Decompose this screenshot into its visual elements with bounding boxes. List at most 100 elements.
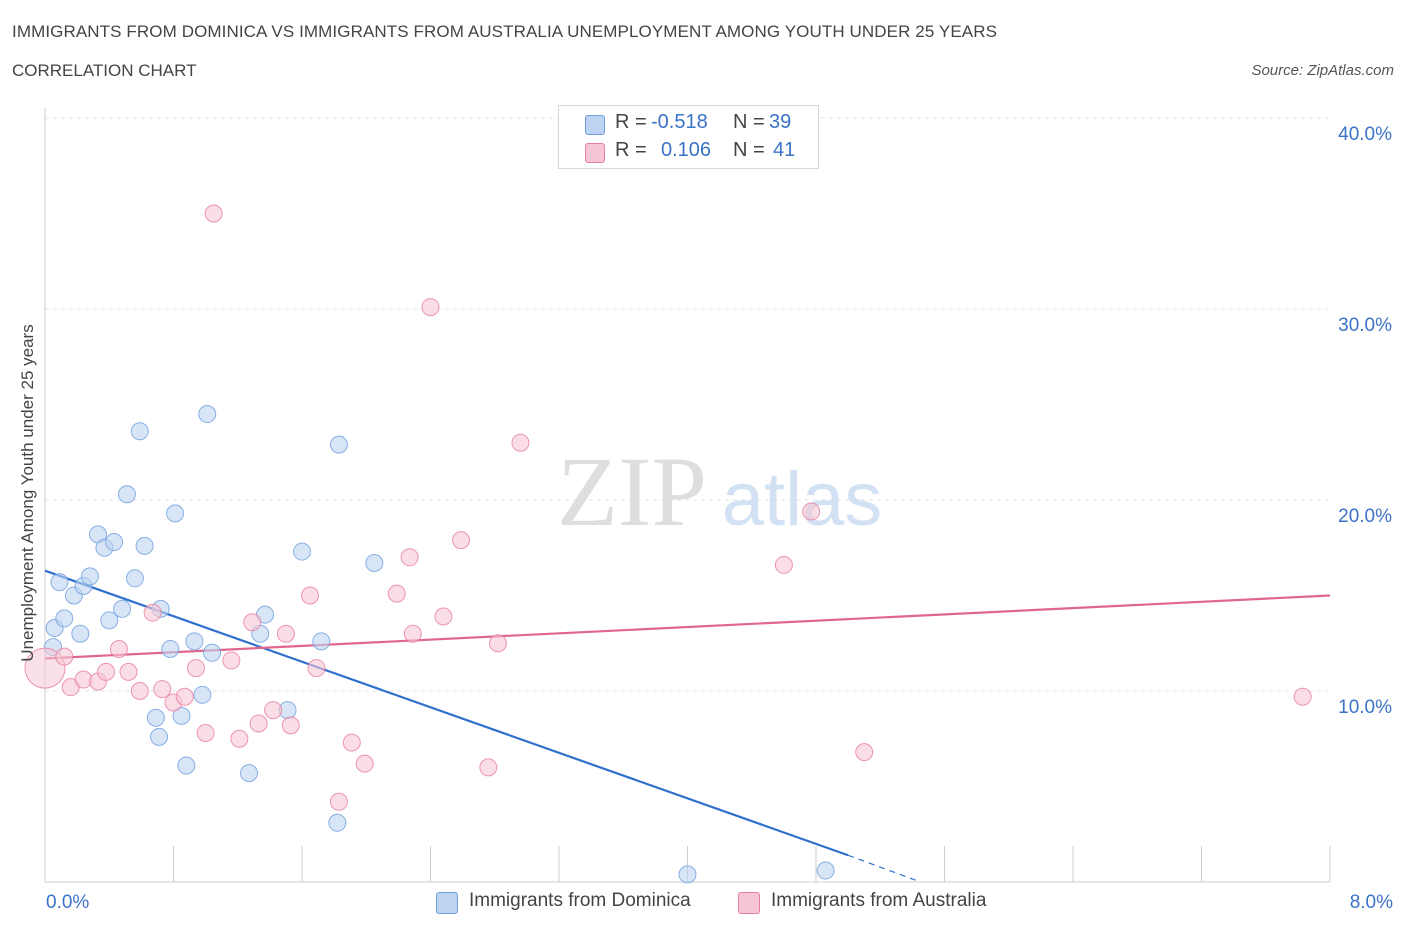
legend-n-value: 41 [773, 139, 796, 161]
point-dominica [55, 609, 74, 628]
point-dominica [161, 639, 180, 658]
point-australia [109, 639, 128, 658]
legend-swatch-australia [585, 143, 605, 163]
correlation-legend: R = -0.518 N = 39 R = 0.106 N = 41 [558, 105, 819, 169]
point-dominica [678, 865, 697, 884]
legend-n-label: N = [733, 139, 765, 161]
watermark: ZIP atlas [557, 436, 882, 547]
point-dominica [293, 542, 311, 561]
point-dominica [312, 632, 331, 651]
point-australia [452, 531, 471, 550]
bottom-legend-label-australia: Immigrants from Australia [771, 890, 987, 911]
point-australia [802, 502, 821, 521]
point-dominica [816, 861, 835, 880]
point-australia [143, 603, 162, 622]
point-dominica [177, 756, 196, 775]
y-axis-label: Unemployment Among Youth under 25 years [18, 324, 37, 662]
point-australia [243, 613, 262, 632]
chart-title: IMMIGRANTS FROM DOMINICA VS IMMIGRANTS F… [12, 22, 998, 41]
point-australia [196, 724, 215, 743]
point-australia [281, 716, 300, 735]
trend-line-dominica-extension [847, 854, 921, 883]
legend-r-label: R = [615, 139, 647, 161]
point-dominica [172, 706, 191, 725]
legend-n-label: N = [733, 111, 765, 133]
point-dominica [125, 569, 144, 588]
point-dominica [71, 624, 90, 643]
point-dominica [146, 708, 165, 727]
y-tick-label: 40.0% [1338, 124, 1392, 145]
point-australia [355, 754, 374, 773]
legend-r-value: -0.518 [651, 111, 708, 133]
point-dominica [198, 405, 217, 424]
point-dominica [130, 422, 149, 441]
x-tick-label: 8.0% [1350, 892, 1393, 913]
point-australia [55, 647, 74, 666]
point-australia [342, 733, 361, 752]
bottom-legend-swatch-dominica [436, 892, 458, 914]
point-australia [774, 555, 793, 574]
legend-n-value: 39 [769, 111, 792, 133]
bottom-legend-label-dominica: Immigrants from Dominica [469, 890, 691, 911]
point-dominica [113, 599, 132, 618]
point-dominica [365, 554, 384, 573]
point-australia [153, 680, 172, 699]
point-australia [403, 624, 422, 643]
point-australia [488, 634, 507, 653]
trend-lines [44, 569, 1331, 883]
point-dominica [105, 533, 124, 552]
point-australia [855, 743, 874, 762]
point-australia [329, 792, 348, 811]
point-dominica [328, 813, 347, 832]
point-dominica [100, 611, 119, 630]
point-australia [119, 662, 138, 681]
point-australia [175, 687, 194, 706]
tick-labels: 10.0% 20.0% 30.0% 40.0% 0.0% 8.0% [46, 124, 1393, 913]
point-dominica [185, 632, 204, 651]
chart-subtitle: CORRELATION CHART [12, 61, 197, 80]
x-tick-label: 0.0% [46, 892, 89, 913]
trend-line-dominica [44, 569, 849, 857]
point-australia [97, 662, 116, 681]
data-points [24, 204, 1312, 884]
legend-r-label: R = [615, 111, 647, 133]
legend-swatch-dominica [585, 115, 605, 135]
y-tick-label: 20.0% [1338, 506, 1392, 527]
point-australia [276, 624, 295, 643]
source-credit: Source: ZipAtlas.com [1251, 62, 1394, 79]
y-tick-label: 30.0% [1338, 315, 1392, 336]
point-dominica [150, 727, 169, 746]
watermark-atlas: atlas [722, 457, 883, 542]
point-dominica [166, 504, 185, 523]
point-australia [511, 433, 530, 452]
y-tick-label: 10.0% [1338, 697, 1392, 718]
point-dominica [239, 764, 258, 783]
point-australia [264, 701, 283, 720]
point-australia [387, 584, 406, 603]
point-australia [24, 647, 66, 689]
point-australia [421, 298, 440, 317]
point-australia [186, 659, 205, 678]
point-dominica [329, 435, 348, 454]
point-australia [301, 586, 320, 605]
point-australia [307, 659, 326, 678]
point-australia [249, 714, 268, 733]
point-dominica [80, 567, 99, 586]
watermark-zip: ZIP [557, 436, 707, 547]
point-australia [222, 651, 241, 670]
point-australia [1293, 687, 1312, 706]
point-australia [204, 204, 223, 223]
legend-r-value: 0.106 [661, 139, 712, 161]
bottom-legend-swatch-australia [738, 892, 760, 914]
point-dominica [135, 536, 154, 555]
point-australia [479, 758, 498, 777]
point-dominica [203, 643, 222, 662]
point-dominica [50, 573, 69, 592]
point-australia [130, 682, 149, 700]
point-dominica [193, 685, 212, 704]
trend-line-australia [44, 594, 1331, 660]
point-australia [230, 729, 249, 748]
point-australia [434, 607, 453, 626]
point-australia [400, 548, 419, 567]
